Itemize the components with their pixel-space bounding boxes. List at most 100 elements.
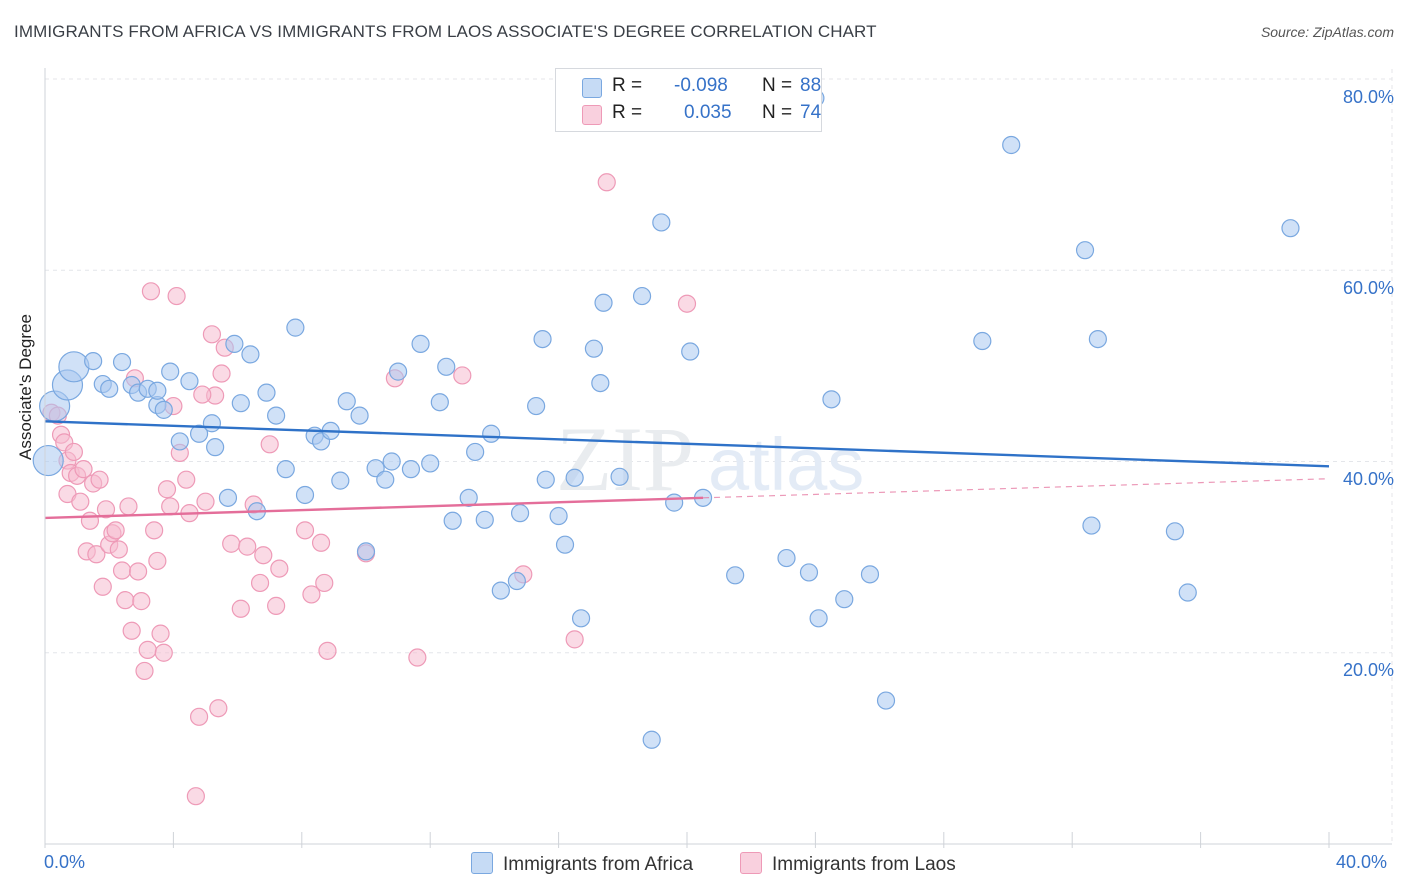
laos-point [71, 492, 90, 511]
africa-point [389, 362, 408, 381]
laos-point [141, 282, 161, 301]
laos-point [453, 366, 472, 385]
laos-point [154, 643, 173, 662]
laos-point [212, 364, 231, 383]
africa-point [295, 485, 315, 505]
africa-point [1082, 516, 1101, 535]
africa-point [241, 345, 260, 364]
africa-point [1281, 219, 1300, 238]
legend-laos-label: Immigrants from Laos [772, 854, 956, 875]
africa-point [276, 460, 295, 479]
africa-point [549, 506, 568, 526]
x-tick-max: 40.0% [1336, 852, 1388, 872]
africa-point [225, 334, 244, 353]
legend-item-laos: Immigrants from Laos [740, 852, 956, 876]
laos-point [90, 470, 109, 489]
africa-n-label: N = [762, 75, 793, 96]
laos-point [302, 585, 321, 604]
africa-point [32, 444, 64, 477]
africa-point [218, 488, 238, 507]
africa-point [170, 432, 189, 451]
laos-point [193, 385, 212, 404]
laos-point [186, 787, 205, 806]
laos-point [96, 500, 116, 519]
africa-point [421, 454, 440, 473]
africa-point [665, 493, 684, 512]
laos-point [270, 559, 289, 578]
laos-point [80, 511, 100, 530]
correlation-legend: R = -0.098 N = 88 R = 0.035 N = 74 [555, 68, 822, 132]
legend-item-africa: Immigrants from Africa [471, 852, 693, 876]
laos-point [189, 707, 209, 726]
laos-point [93, 577, 112, 596]
laos-point [87, 545, 106, 564]
africa-point [1075, 241, 1095, 260]
laos-r-value: 0.035 [684, 102, 732, 123]
africa-point [459, 488, 478, 507]
africa-point [267, 406, 286, 425]
africa-point [337, 392, 356, 411]
africa-point [430, 393, 449, 412]
laos-point [132, 592, 151, 611]
africa-point [257, 383, 276, 402]
africa-point [161, 362, 180, 381]
legend-africa-label: Immigrants from Africa [503, 854, 694, 875]
trend-lines [44, 420, 1330, 520]
africa-point [491, 581, 510, 600]
africa-point [286, 318, 305, 337]
africa-point [726, 566, 745, 585]
africa-point [565, 468, 584, 487]
africa-point [652, 213, 671, 232]
laos-point [135, 661, 154, 681]
africa-point [642, 730, 661, 749]
africa-point [973, 331, 992, 351]
africa-point [594, 293, 613, 312]
africa-point [202, 414, 222, 433]
africa-point [822, 390, 841, 409]
watermark-atlas: atlas [708, 423, 864, 506]
africa-point [799, 563, 819, 582]
laos-point [250, 573, 270, 593]
africa-point [777, 548, 796, 568]
laos-point [311, 533, 331, 552]
africa-point [58, 351, 90, 383]
africa-point [632, 286, 652, 306]
africa-point [206, 438, 225, 457]
africa-point [482, 424, 501, 443]
chart-title: IMMIGRANTS FROM AFRICA VS IMMIGRANTS FRO… [14, 22, 877, 41]
africa-point [571, 609, 591, 628]
laos-r-label: R = [612, 102, 643, 123]
laos-point [138, 640, 157, 659]
africa-point [331, 471, 350, 490]
africa-r-label: R = [612, 75, 643, 96]
africa-swatch [582, 78, 602, 98]
africa-point [475, 510, 494, 529]
africa-point [860, 565, 880, 584]
laos-point [148, 551, 167, 571]
africa-point [466, 442, 485, 462]
laos-point [315, 573, 334, 593]
x-tick-min: 0.0% [44, 852, 86, 872]
laos-point [167, 286, 186, 306]
laos-point [597, 173, 616, 192]
africa-point [1002, 135, 1021, 155]
africa-point [1088, 330, 1107, 349]
africa-point [231, 394, 250, 413]
laos-point [196, 492, 215, 511]
laos-point [238, 537, 257, 556]
laos-point [254, 546, 273, 565]
africa-point [356, 542, 376, 561]
africa-point [533, 330, 552, 349]
africa-r-value: -0.098 [674, 75, 728, 96]
africa-point [507, 571, 526, 591]
laos-point [295, 521, 315, 540]
africa-point [555, 535, 575, 554]
africa-point [100, 379, 119, 398]
y-axis-label: Associate's Degree [16, 314, 35, 460]
laos-point [112, 561, 132, 580]
laos-trend-line [44, 496, 704, 520]
africa-point [527, 396, 546, 416]
africa-points [32, 89, 1300, 749]
africa-point [876, 691, 896, 710]
